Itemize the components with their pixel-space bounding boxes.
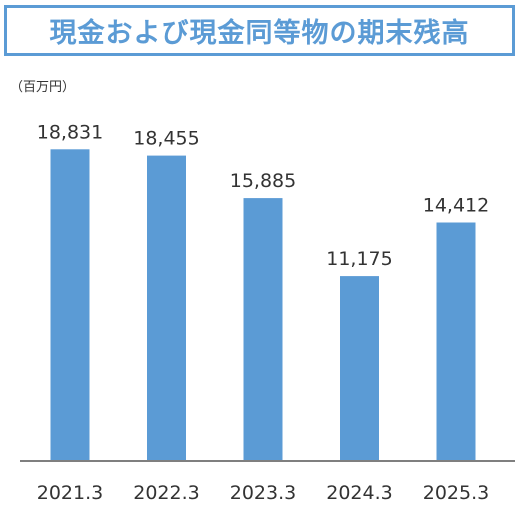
- bar-2021.3: [50, 149, 90, 462]
- value-label-2022.3: 18,455: [133, 128, 199, 150]
- unit-label: （百万円）: [10, 80, 76, 95]
- x-tick-label-2025.3: 2025.3: [423, 482, 489, 504]
- chart-title: 現金および現金同等物の期末残高: [4, 5, 515, 56]
- value-label-2024.3: 11,175: [326, 248, 392, 270]
- bar-2022.3: [147, 155, 186, 461]
- value-labels-group: 18,831 18,455 15,885 11,175 14,412: [37, 121, 489, 270]
- value-label-2023.3: 15,885: [230, 170, 296, 192]
- x-tick-labels-group: 2021.3 2022.3 2023.3 2024.3 2025.3: [37, 482, 489, 504]
- value-label-2025.3: 14,412: [423, 195, 489, 217]
- x-tick-label-2024.3: 2024.3: [326, 482, 392, 504]
- x-tick-label-2023.3: 2023.3: [230, 482, 296, 504]
- bar-2023.3: [243, 198, 283, 461]
- x-tick-label-2022.3: 2022.3: [133, 482, 199, 504]
- value-label-2021.3: 18,831: [37, 121, 103, 143]
- bar-2024.3: [340, 276, 379, 461]
- x-tick-label-2021.3: 2021.3: [37, 482, 103, 504]
- bar-2025.3: [436, 222, 476, 461]
- bars-group: [50, 149, 476, 462]
